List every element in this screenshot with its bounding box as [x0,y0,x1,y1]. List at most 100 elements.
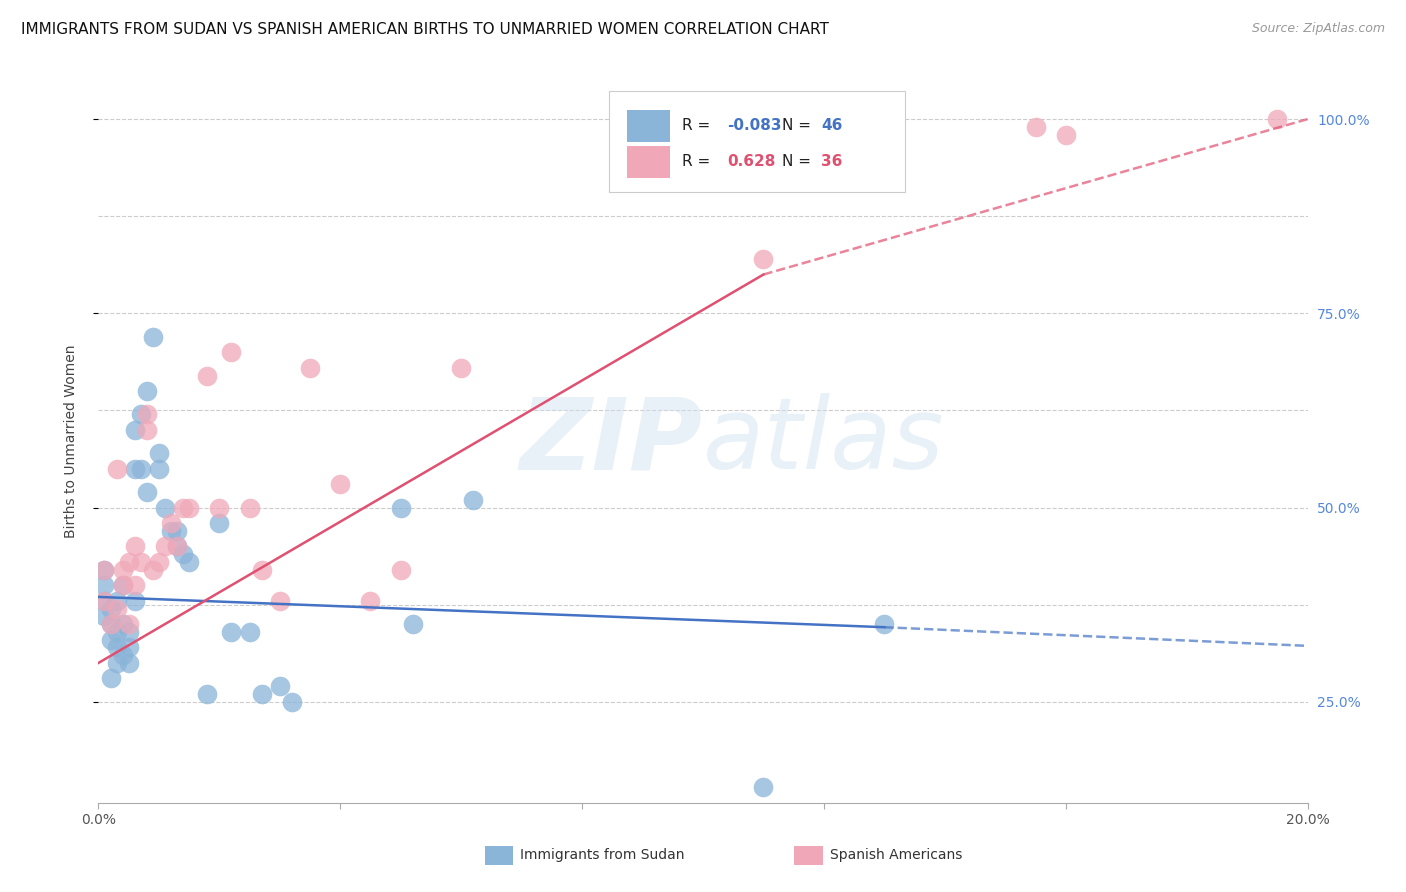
Point [873,617,896,632]
Point [221,624,243,639]
Point [179,500,201,515]
Point [135,485,157,500]
Point [100,617,122,632]
Point [172,547,194,561]
Point [93,609,115,624]
Point [129,555,152,569]
Point [135,408,157,422]
Text: atlas: atlas [703,393,945,490]
Point [142,329,165,343]
Text: 46: 46 [821,119,842,133]
Point [153,500,176,515]
Point [111,578,134,592]
Point [135,384,157,398]
Point [208,500,231,515]
Point [160,524,183,538]
Point [105,624,128,639]
Point [111,617,134,632]
Text: R =: R = [682,154,720,169]
Point [118,640,141,655]
Point [752,252,775,266]
Point [463,492,485,507]
Point [1024,120,1046,134]
Point [111,563,134,577]
Point [93,594,115,608]
Point [105,594,128,608]
Text: N =: N = [782,154,815,169]
Point [389,500,412,515]
Point [105,461,128,475]
Point [93,563,115,577]
Point [269,679,291,693]
Point [250,563,273,577]
Point [111,578,134,592]
Point [124,423,146,437]
Point [148,446,170,460]
Point [160,516,183,530]
Point [148,555,170,569]
Point [389,563,412,577]
Point [148,461,170,475]
Point [172,500,194,515]
Point [105,656,128,670]
Y-axis label: Births to Unmarried Women: Births to Unmarried Women [63,345,77,538]
Point [250,687,273,701]
Point [221,345,243,359]
Point [93,563,115,577]
Point [239,500,262,515]
Point [153,540,176,554]
Point [450,360,472,375]
Point [129,408,152,422]
Point [1267,112,1289,127]
Point [124,461,146,475]
Text: Immigrants from Sudan: Immigrants from Sudan [520,848,685,863]
Point [195,368,218,383]
Point [166,524,188,538]
Point [111,648,134,663]
Text: R =: R = [682,119,716,133]
Text: 0.628: 0.628 [727,154,776,169]
Point [93,594,115,608]
Point [124,578,146,592]
Point [105,640,128,655]
Point [100,672,122,686]
Point [100,632,122,647]
Point [135,423,157,437]
FancyBboxPatch shape [609,91,905,193]
Point [360,594,382,608]
Text: N =: N = [782,119,815,133]
Point [100,617,122,632]
Text: Source: ZipAtlas.com: Source: ZipAtlas.com [1251,22,1385,36]
Point [129,461,152,475]
Point [281,695,304,709]
FancyBboxPatch shape [627,146,671,178]
Point [195,687,218,701]
Point [208,516,231,530]
Point [118,624,141,639]
Point [752,780,775,795]
FancyBboxPatch shape [627,110,671,142]
Text: -0.083: -0.083 [727,119,782,133]
Point [118,555,141,569]
Point [142,563,165,577]
Point [124,540,146,554]
Point [329,477,352,491]
Text: 36: 36 [821,154,842,169]
Point [166,540,188,554]
Point [269,594,291,608]
Point [239,624,262,639]
Point [1054,128,1077,142]
Point [100,601,122,615]
Point [118,617,141,632]
Text: ZIP: ZIP [520,393,703,490]
Point [118,656,141,670]
Text: Spanish Americans: Spanish Americans [830,848,962,863]
Point [299,360,322,375]
Point [124,594,146,608]
Point [93,578,115,592]
Point [105,601,128,615]
Point [402,617,425,632]
Text: IMMIGRANTS FROM SUDAN VS SPANISH AMERICAN BIRTHS TO UNMARRIED WOMEN CORRELATION : IMMIGRANTS FROM SUDAN VS SPANISH AMERICA… [21,22,830,37]
Point [166,540,188,554]
Point [179,555,201,569]
